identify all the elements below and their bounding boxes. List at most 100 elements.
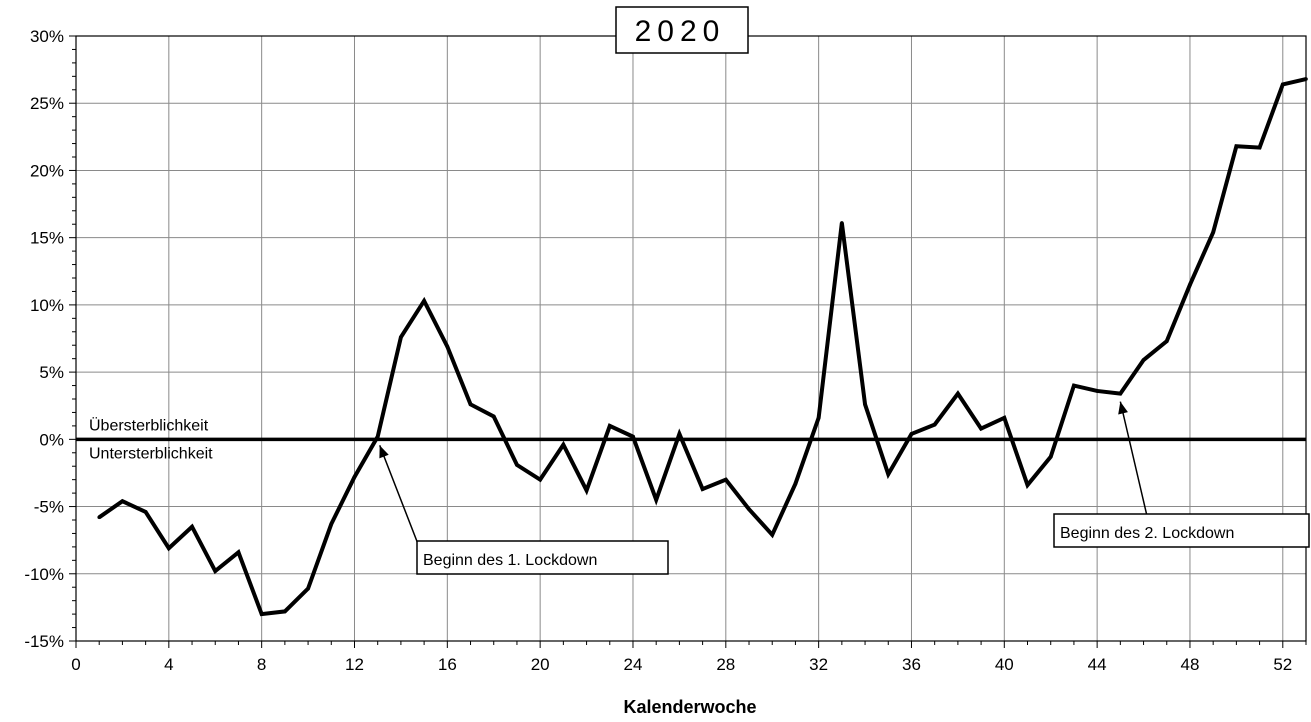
chart-title-box: 2020: [615, 6, 749, 54]
data-point: [561, 442, 566, 447]
annotation-arrow: [378, 445, 419, 545]
x-tick-label: 32: [809, 655, 828, 674]
data-point: [747, 507, 751, 512]
under-mortality-label: Untersterblichkeit: [89, 445, 213, 462]
data-point: [700, 487, 705, 491]
data-point: [816, 416, 821, 420]
data-point: [352, 475, 357, 479]
excess-mortality-label: Übersterblichkeit: [89, 416, 209, 434]
data-point: [1025, 483, 1030, 487]
data-point: [1141, 358, 1146, 362]
annotation-box: [1053, 513, 1310, 548]
x-axis-labels: 0 4 8 12 16 20 24 28 32 36 40 44 48 52: [71, 655, 1292, 674]
x-tick-label: 4: [164, 655, 173, 674]
data-point: [97, 515, 102, 520]
data-point: [213, 569, 218, 573]
data-point: [259, 612, 264, 616]
minor-ticks: [69, 35, 1307, 648]
annotation-text: Beginn des 1. Lockdown: [423, 552, 597, 569]
data-point: [375, 434, 380, 439]
data-point: [979, 426, 983, 431]
data-point: [932, 422, 937, 427]
data-point: [724, 477, 728, 482]
y-tick-label: 30%: [30, 27, 64, 46]
data-point: [515, 463, 519, 467]
x-tick-label: 40: [995, 655, 1014, 674]
x-tick-label: 52: [1273, 655, 1292, 674]
x-tick-label: 28: [716, 655, 735, 674]
data-point: [1072, 383, 1076, 388]
x-tick-label: 44: [1088, 655, 1107, 674]
x-axis-title: Kalenderwoche: [623, 697, 756, 717]
y-axis-labels: -15% -10% -5% 0% 5% 10% 15% 20% 25% 30%: [24, 27, 64, 651]
series-points: [97, 77, 1308, 616]
annotation-lockdown-1: Beginn des 1. Lockdown: [378, 445, 669, 575]
y-tick-label: 10%: [30, 296, 64, 315]
y-tick-label: 5%: [39, 363, 64, 382]
chart-title: 2020: [635, 15, 726, 48]
data-point: [631, 434, 635, 439]
data-point: [770, 532, 775, 537]
data-point: [538, 477, 542, 482]
data-point: [1188, 282, 1192, 287]
data-point: [422, 299, 426, 303]
arrowhead-icon: [379, 445, 389, 459]
data-point: [1280, 82, 1285, 87]
data-point: [886, 472, 891, 477]
y-tick-label: -15%: [24, 632, 64, 651]
plot-frame: [75, 35, 1307, 642]
title-frame: [615, 6, 749, 54]
data-point: [1234, 144, 1239, 149]
x-tick-label: 20: [531, 655, 550, 674]
data-point: [306, 586, 310, 591]
x-tick-label: 16: [438, 655, 457, 674]
data-point: [491, 414, 496, 419]
y-tick-label: 0%: [39, 430, 64, 449]
data-point: [1211, 230, 1215, 235]
data-point: [1002, 416, 1007, 420]
data-point: [143, 510, 148, 514]
annotation-lockdown-2: Beginn des 2. Lockdown: [1053, 401, 1310, 548]
data-point: [120, 499, 125, 503]
annotation-text: Beginn des 2. Lockdown: [1060, 525, 1234, 542]
data-point: [584, 488, 589, 493]
y-tick-label: 25%: [30, 94, 64, 113]
data-point: [167, 546, 171, 551]
data-point: [1304, 77, 1308, 81]
data-point: [607, 424, 612, 428]
data-point: [283, 609, 287, 614]
annotation-box: [416, 540, 669, 575]
data-point: [677, 432, 682, 436]
data-point: [1257, 145, 1262, 150]
x-tick-label: 36: [902, 655, 921, 674]
data-point: [654, 498, 658, 502]
x-tick-label: 48: [1181, 655, 1200, 674]
x-tick-label: 0: [71, 655, 80, 674]
data-point: [956, 391, 960, 396]
grid: [75, 35, 1306, 642]
y-tick-label: 20%: [30, 161, 64, 180]
data-point: [840, 221, 844, 225]
data-point: [329, 522, 334, 526]
data-point: [1048, 455, 1053, 459]
data-point: [793, 481, 798, 486]
data-point: [468, 402, 473, 407]
y-tick-label: 15%: [30, 229, 64, 248]
data-point: [863, 402, 867, 407]
data-point: [1164, 339, 1169, 343]
data-point: [1118, 391, 1123, 396]
x-tick-label: 8: [257, 655, 266, 674]
y-tick-label: -10%: [24, 565, 64, 584]
arrowhead-icon: [1118, 401, 1128, 415]
data-point: [190, 524, 194, 529]
data-point: [1095, 389, 1099, 393]
x-tick-label: 24: [624, 655, 643, 674]
data-point: [909, 432, 914, 436]
x-tick-label: 12: [345, 655, 364, 674]
y-tick-label: -5%: [34, 498, 64, 517]
data-point: [445, 344, 450, 349]
data-point: [236, 550, 241, 555]
annotation-arrow: [1119, 401, 1148, 517]
data-point: [399, 335, 403, 339]
